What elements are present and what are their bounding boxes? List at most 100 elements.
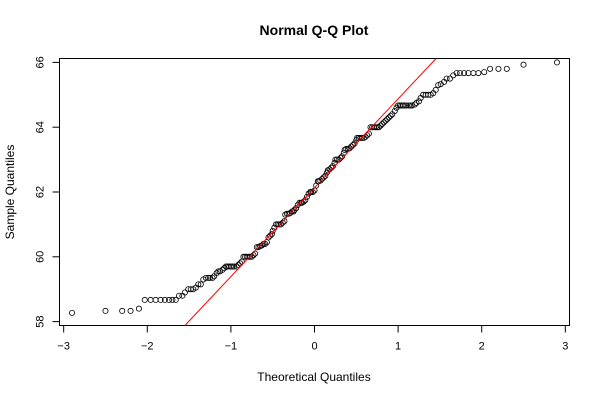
data-point [141,296,148,303]
data-point [279,219,286,226]
data-point [262,240,269,247]
data-point [443,75,450,82]
y-tick-label: 62 [35,186,47,198]
x-tick-label: −2 [141,341,154,353]
reference-line [184,58,437,326]
data-point [374,124,381,131]
data-point [265,234,272,241]
data-point [456,70,463,77]
data-point [382,117,389,124]
data-point [520,61,527,68]
data-point [247,253,254,260]
data-point [475,70,482,77]
y-tick-label: 64 [35,121,47,133]
y-axis: 58 60 62 64 66 [35,56,60,328]
data-point [219,266,226,273]
data-point [317,177,324,184]
data-point [69,309,76,316]
data-point [432,86,439,93]
x-tick-label: 0 [311,341,317,353]
data-point [296,199,303,206]
data-point [229,263,236,270]
data-point [293,205,300,212]
data-point [233,263,240,270]
data-point [172,296,179,303]
data-point [416,98,423,105]
data-point [351,140,358,147]
data-point [291,206,298,213]
data-point [481,69,488,76]
data-point [308,188,315,195]
data-point [411,101,418,108]
data-point [119,307,126,314]
data-point [553,59,560,66]
data-point [135,305,142,312]
data-point [453,70,460,77]
data-point [385,114,392,121]
data-point [334,156,341,163]
data-point [235,261,242,268]
data-point [384,116,391,123]
data-point [169,296,176,303]
data-point [205,274,212,281]
data-point [365,130,372,137]
data-point [461,70,468,77]
data-point [400,102,407,109]
data-point [102,307,109,314]
x-tick-label: −1 [225,341,238,353]
y-tick-label: 66 [35,56,47,68]
data-point [227,263,234,270]
data-point [166,296,173,303]
data-point [237,260,244,267]
data-point [403,102,410,109]
data-point [495,65,502,72]
data-point [405,102,412,109]
data-point [215,268,222,275]
chart-title: Normal Q-Q Plot [260,22,369,38]
data-point [197,281,204,288]
data-point [401,102,408,109]
data-point [278,221,285,228]
data-point [157,296,164,303]
data-point [375,124,382,131]
data-point [391,107,398,114]
data-point [287,210,294,217]
y-tick-label: 58 [35,315,47,327]
data-point [387,112,394,119]
data-point [379,120,386,127]
data-point [487,65,494,72]
x-axis: −3 −2 −1 0 1 2 3 [57,325,568,353]
data-point [319,176,326,183]
data-point [276,221,283,228]
y-axis-label: Sample Quantiles [3,145,17,240]
data-point [258,242,265,249]
x-tick-label: 1 [395,341,401,353]
data-point [267,232,274,239]
data-point [380,119,387,126]
data-point [322,172,329,179]
x-axis-label: Theoretical Quantiles [257,370,370,384]
data-point [209,274,216,281]
data-point [202,274,209,281]
data-point [268,231,275,238]
data-point [281,218,288,225]
x-tick-label: 3 [562,341,568,353]
data-point [206,274,213,281]
data-point [195,281,202,288]
data-point [503,65,510,72]
data-point [303,193,310,200]
data-point [343,145,350,152]
data-point [349,142,356,149]
data-point [231,263,238,270]
data-point [127,307,134,314]
data-point [213,270,220,277]
data-point [364,132,371,139]
y-tick-label: 60 [35,251,47,263]
x-tick-label: −3 [57,341,70,353]
data-point [446,75,453,82]
data-point [269,227,276,234]
x-tick-label: 2 [479,341,485,353]
data-point [181,289,188,296]
data-point [407,102,414,109]
